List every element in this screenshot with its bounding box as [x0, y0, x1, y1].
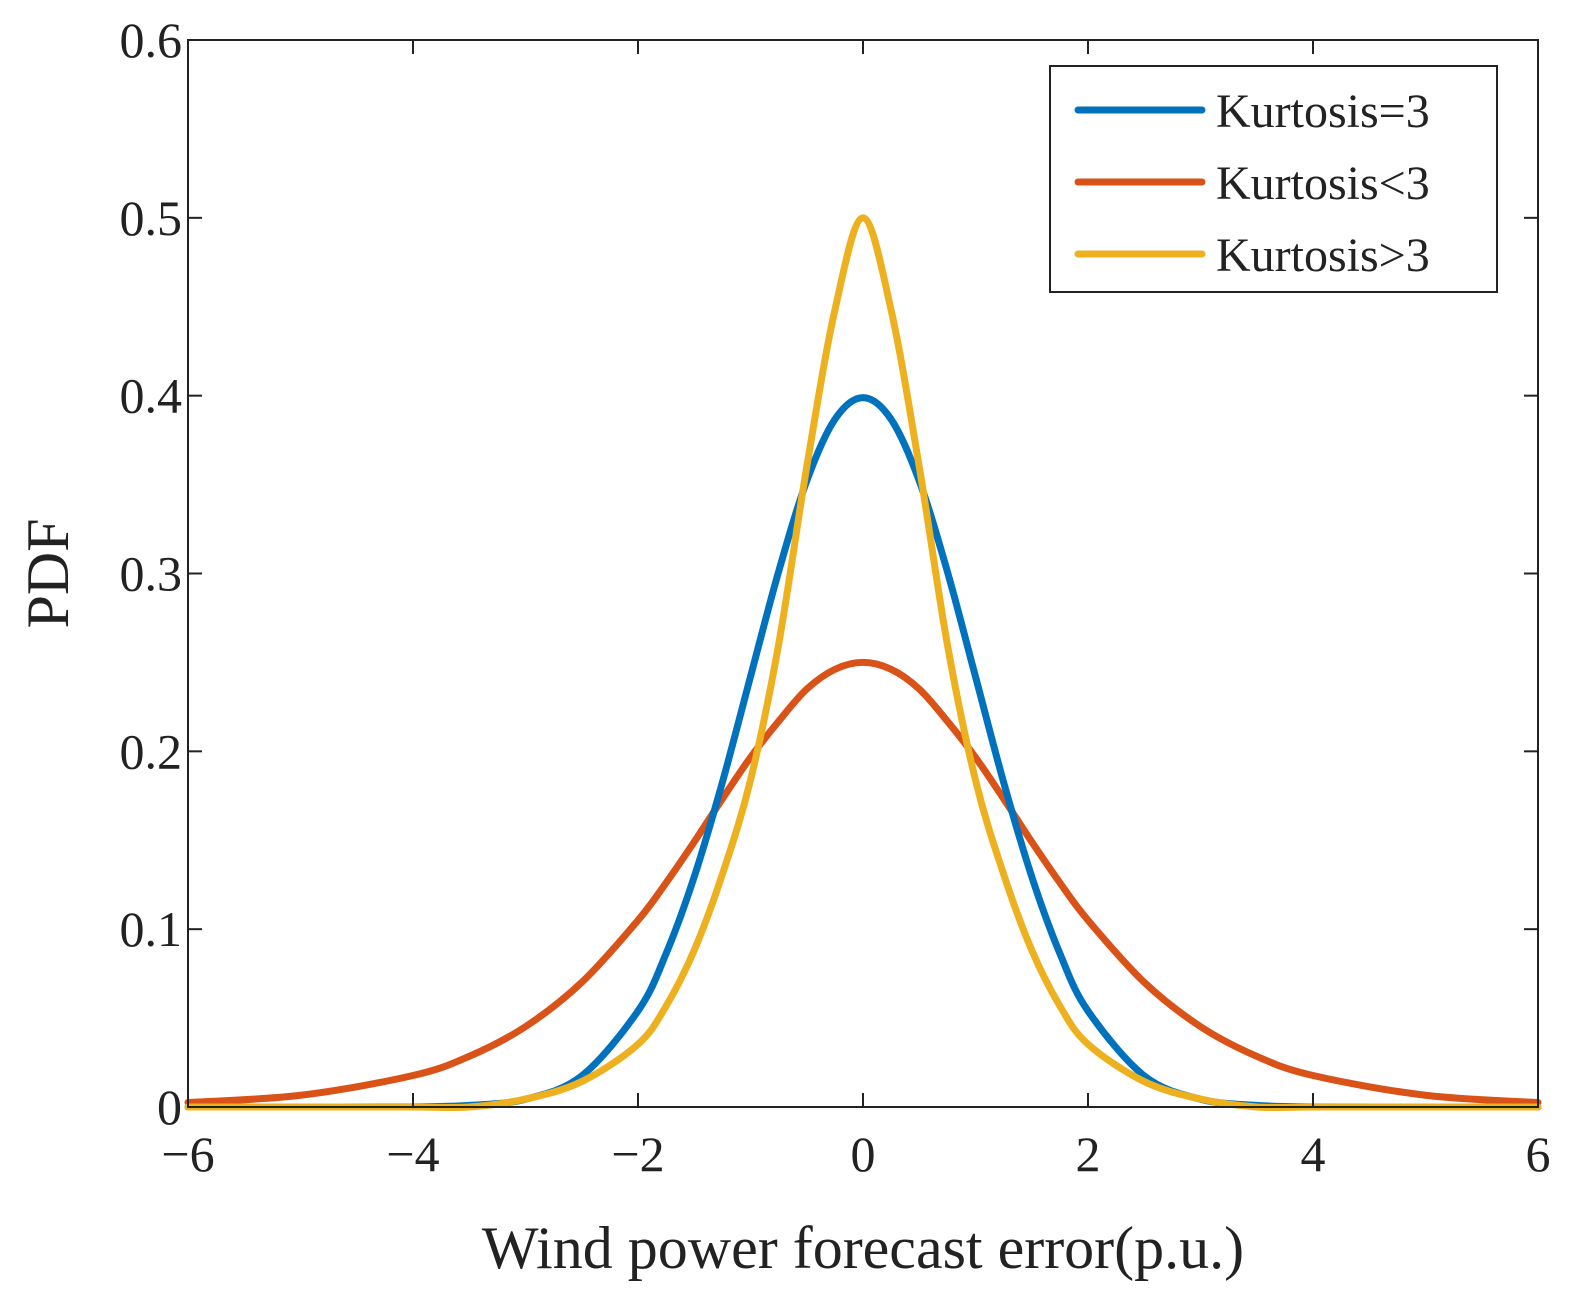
- x-tick-label: 6: [1526, 1126, 1551, 1182]
- series-layer: [184, 214, 1542, 1112]
- y-tick-label: 0.1: [120, 901, 183, 957]
- x-tick-label: −4: [386, 1126, 439, 1182]
- x-tick-label: 0: [851, 1126, 876, 1182]
- y-axis-title: PDF: [15, 518, 81, 628]
- y-tick-label: 0.5: [120, 190, 183, 246]
- y-tick-label: 0.6: [120, 12, 183, 68]
- x-tick-label: 2: [1076, 1126, 1101, 1182]
- x-tick-label: −6: [161, 1126, 214, 1182]
- y-tick-label: 0.2: [120, 723, 183, 779]
- legend-label-2: Kurtosis<3: [1216, 157, 1430, 210]
- legend-label-1: Kurtosis=3: [1216, 85, 1430, 138]
- y-tick-label: 0.3: [120, 546, 183, 602]
- x-tick-label: −2: [611, 1126, 664, 1182]
- x-tick-label: 4: [1301, 1126, 1326, 1182]
- series-line-1: [184, 394, 1542, 1111]
- y-tick-label: 0: [157, 1079, 182, 1135]
- x-axis-title: Wind power forecast error(p.u.): [482, 1215, 1244, 1281]
- legend-label-3: Kurtosis>3: [1216, 229, 1430, 282]
- series-line-3: [184, 214, 1542, 1112]
- y-tick-label: 0.4: [120, 368, 183, 424]
- tick-layer: −6 −4 −2 0 2 4 6 0 0.1 0.2 0.3 0.4 0.5 0.6: [120, 12, 1551, 1182]
- legend: Kurtosis=3 Kurtosis<3 Kurtosis>3: [1049, 65, 1498, 293]
- series-line-2: [184, 658, 1542, 1107]
